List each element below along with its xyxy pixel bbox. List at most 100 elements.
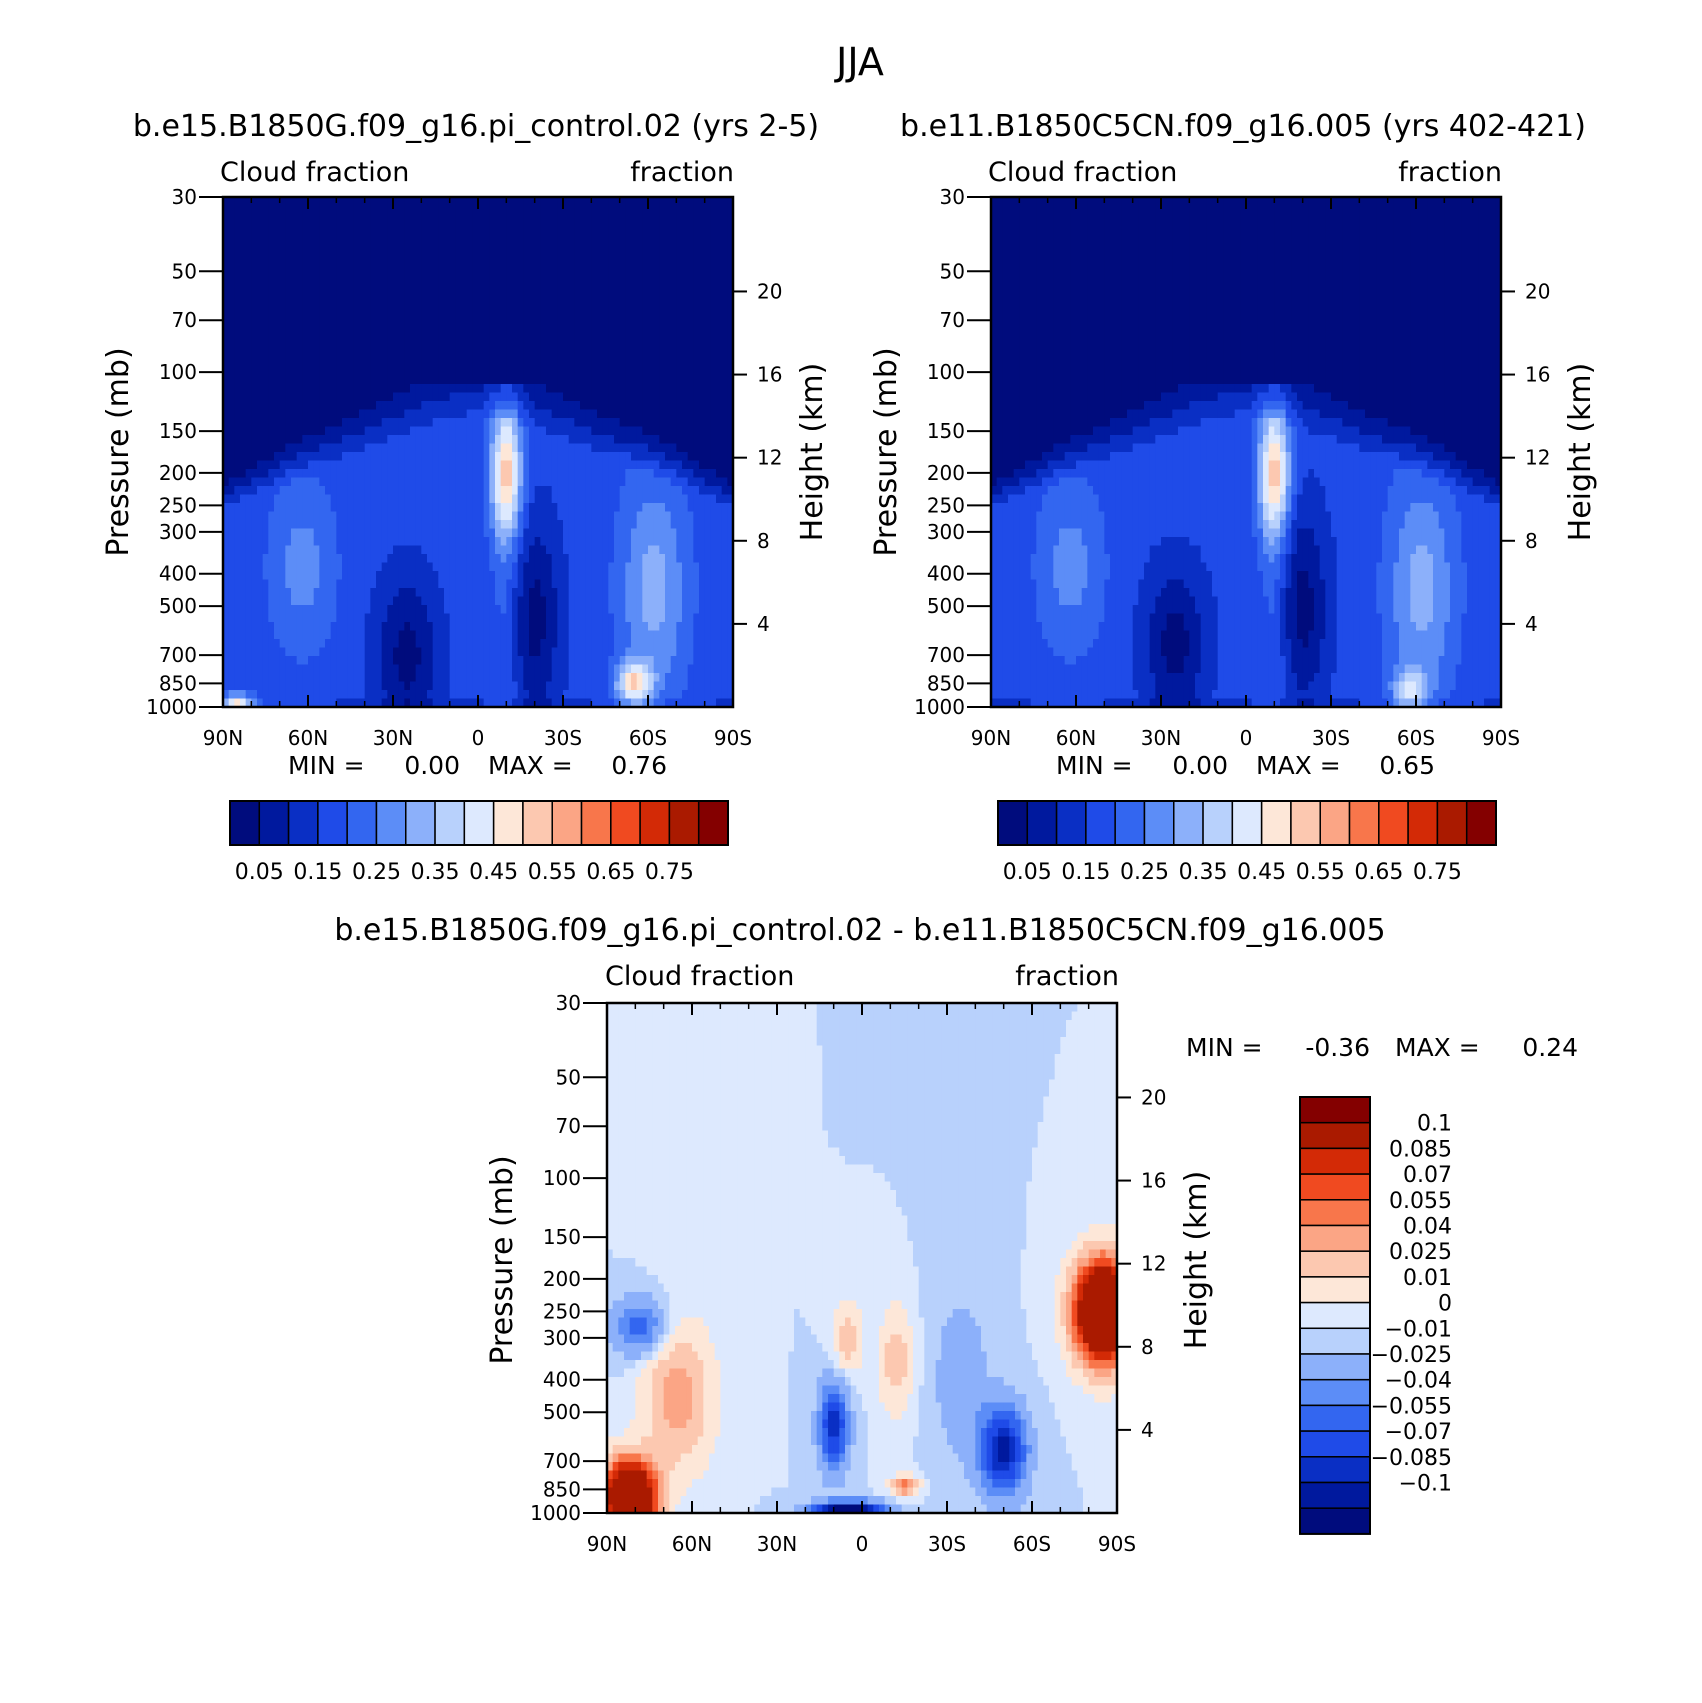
field-cell [370, 375, 377, 385]
field-cell [523, 443, 530, 453]
field-cell [500, 639, 507, 649]
field-cell [597, 214, 604, 224]
field-cell [512, 248, 519, 258]
field-cell [455, 316, 462, 326]
field-cell [517, 452, 524, 462]
field-cell [449, 537, 456, 547]
field-cell [325, 596, 332, 606]
field-cell [727, 613, 733, 623]
field-cell [268, 409, 275, 419]
field-cell [704, 647, 711, 657]
field-cell [251, 477, 258, 487]
field-cell [597, 486, 604, 496]
field-cell [495, 324, 502, 334]
field-cell [245, 333, 252, 343]
field-cell [421, 647, 428, 657]
field-cell [393, 341, 400, 351]
field-cell [585, 409, 592, 419]
field-cell [704, 290, 711, 300]
field-cell [653, 579, 660, 589]
field-cell [574, 350, 581, 360]
field-cell [483, 494, 490, 504]
field-cell [262, 350, 269, 360]
field-cell [398, 528, 405, 538]
field-cell [546, 613, 553, 623]
field-cell [659, 256, 666, 266]
field-cell [461, 248, 468, 258]
field-cell [257, 579, 264, 589]
field-cell [642, 307, 649, 317]
field-cell [557, 588, 564, 598]
field-cell [223, 520, 230, 530]
field-cell [653, 324, 660, 334]
field-cell [648, 392, 655, 402]
field-cell [268, 401, 275, 411]
field-cell [296, 511, 303, 521]
field-cell [262, 605, 269, 615]
field-cell [291, 639, 298, 649]
field-cell [648, 613, 655, 623]
field-cell [438, 418, 445, 428]
field-cell [262, 248, 269, 258]
field-cell [251, 639, 258, 649]
field-cell [636, 392, 643, 402]
field-cell [364, 231, 371, 241]
field-cell [500, 545, 507, 555]
field-cell [512, 452, 519, 462]
field-cell [240, 222, 247, 232]
field-cell [404, 469, 411, 479]
field-cell [636, 324, 643, 334]
field-cell [619, 231, 626, 241]
field-cell [665, 248, 672, 258]
field-cell [676, 401, 683, 411]
field-cell [631, 214, 638, 224]
field-cell [670, 639, 677, 649]
field-cell [710, 452, 717, 462]
field-cell [455, 358, 462, 368]
field-cell [251, 265, 258, 275]
field-cell [489, 290, 496, 300]
field-cell [415, 401, 422, 411]
field-cell [580, 520, 587, 530]
field-cell [370, 511, 377, 521]
field-cell [234, 639, 241, 649]
field-cell [710, 231, 717, 241]
field-cell [574, 605, 581, 615]
field-cell [245, 503, 252, 513]
field-cell [274, 443, 281, 453]
field-cell [483, 605, 490, 615]
field-cell [330, 239, 337, 249]
field-cell [302, 375, 309, 385]
field-cell [512, 426, 519, 436]
field-cell [682, 248, 689, 258]
field-cell [546, 214, 553, 224]
field-cell [455, 392, 462, 402]
field-cell [393, 452, 400, 462]
field-cell [699, 197, 706, 207]
field-cell [659, 324, 666, 334]
field-cell [636, 358, 643, 368]
field-cell [676, 588, 683, 598]
field-cell [342, 494, 349, 504]
field-cell [398, 571, 405, 581]
field-cell [359, 511, 366, 521]
field-cell [240, 265, 247, 275]
field-cell [330, 248, 337, 258]
field-cell [449, 554, 456, 564]
field-cell [421, 426, 428, 436]
field-cell [461, 324, 468, 334]
field-cell [381, 537, 388, 547]
field-cell [257, 392, 264, 402]
field-cell [670, 273, 677, 283]
field-cell [699, 537, 706, 547]
field-cell [704, 435, 711, 445]
field-cell [557, 656, 564, 666]
field-cell [642, 341, 649, 351]
field-cell [279, 358, 286, 368]
field-cell [580, 630, 587, 640]
field-cell [472, 418, 479, 428]
field-cell [342, 545, 349, 555]
field-cell [223, 231, 230, 241]
field-cell [455, 375, 462, 385]
field-cell [665, 222, 672, 232]
